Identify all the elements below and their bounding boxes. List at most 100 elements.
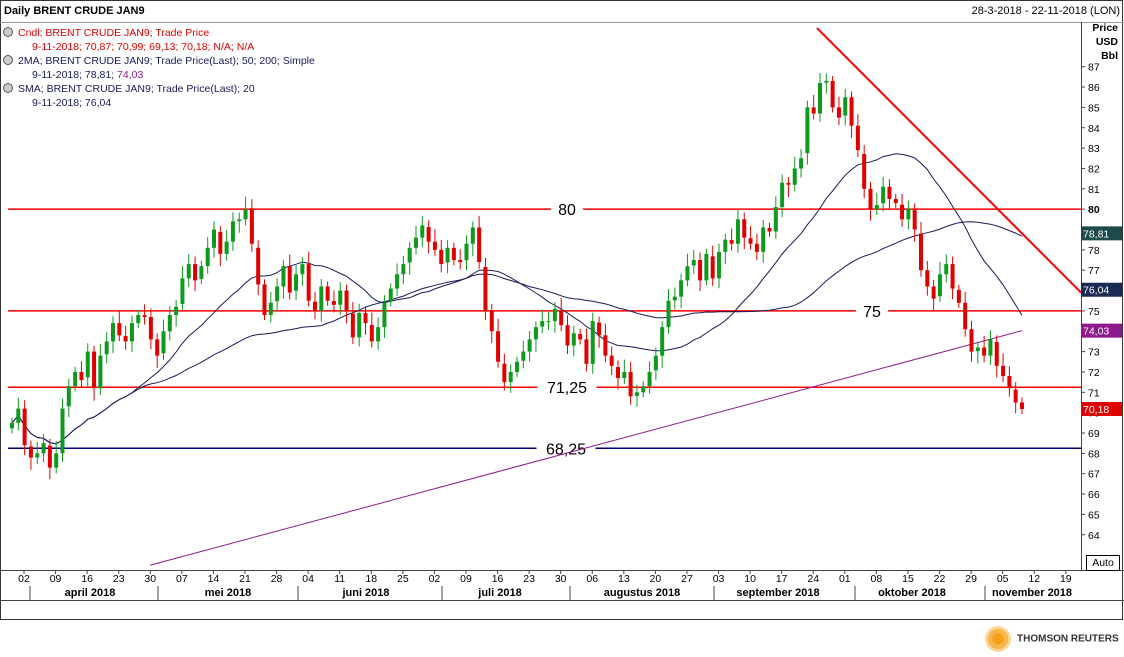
- candle-body: [167, 314, 172, 332]
- candle-body: [893, 198, 898, 204]
- candle-body: [622, 371, 627, 379]
- candle-body: [117, 323, 122, 336]
- candle-body: [155, 339, 160, 356]
- ma200-line: [149, 330, 1023, 566]
- date-range: 28-3-2018 - 22-11-2018 (LON): [971, 5, 1120, 17]
- candle-body: [1001, 365, 1006, 377]
- candle-body: [811, 107, 816, 114]
- x-tick-label: 07: [176, 573, 188, 585]
- ma50-line: [11, 221, 1023, 445]
- x-tick-label: 17: [776, 573, 788, 585]
- month-label: augustus 2018: [604, 587, 680, 599]
- legend: Cndl; BRENT CRUDE JAN9; Trade Price 9-11…: [3, 26, 315, 110]
- x-tick-label: 25: [397, 573, 409, 585]
- candle-body: [496, 331, 501, 362]
- candle-body: [92, 351, 97, 389]
- level-label-bg: [856, 300, 888, 321]
- x-tick-label: 30: [144, 573, 156, 585]
- candle-body: [174, 306, 179, 315]
- candle-body: [79, 371, 84, 381]
- candle-body: [180, 278, 185, 304]
- candle-body: [647, 371, 652, 387]
- candle-body: [792, 168, 797, 185]
- candle-body: [729, 240, 734, 244]
- candle-body: [691, 260, 696, 266]
- candle-body: [805, 107, 810, 154]
- value-tag-label: 76,04: [1083, 285, 1109, 297]
- reuters-logo-icon: [985, 626, 1011, 652]
- value-tag-bg: [1081, 401, 1122, 416]
- candle-body: [565, 325, 570, 346]
- candle-body: [849, 97, 854, 126]
- legend-2ma-line2a: 9-11-2018; 78,81;: [32, 69, 118, 81]
- candle-body: [597, 322, 602, 336]
- auto-scale-button[interactable]: Auto: [1086, 555, 1120, 571]
- candle-body: [603, 335, 608, 356]
- candle-body: [136, 314, 141, 324]
- candle-body: [975, 347, 980, 352]
- candle-body: [73, 371, 78, 387]
- candle-body: [824, 80, 829, 83]
- y-tick-label: 81: [1088, 184, 1100, 196]
- candle-body: [256, 247, 261, 285]
- candle-body: [799, 158, 804, 169]
- candle-body: [609, 355, 614, 366]
- legend-candle-icon[interactable]: [3, 27, 13, 37]
- candle-body: [533, 327, 538, 340]
- candle-body: [1007, 376, 1012, 389]
- candle-body: [338, 290, 343, 305]
- x-tick-label: 02: [18, 573, 30, 585]
- candle-body: [666, 300, 671, 328]
- candle-body: [28, 446, 33, 458]
- candle-body: [287, 266, 292, 293]
- candle-body: [142, 315, 147, 318]
- month-label: juni 2018: [341, 587, 389, 599]
- candle-body: [994, 342, 999, 366]
- candle-body: [230, 221, 235, 242]
- candle-body: [325, 286, 330, 301]
- month-label: september 2018: [736, 587, 819, 599]
- legend-2ma[interactable]: 2MA; BRENT CRUDE JAN9; Trade Price(Last)…: [3, 54, 315, 82]
- candle-body: [754, 243, 759, 252]
- candle-body: [439, 249, 444, 265]
- legend-sma-icon[interactable]: [3, 83, 13, 93]
- legend-2ma-icon[interactable]: [3, 55, 13, 65]
- candle-body: [628, 371, 633, 397]
- candle-body: [698, 260, 703, 281]
- level-label: 80: [558, 202, 576, 219]
- legend-sma-line1: SMA; BRENT CRUDE JAN9; Trade Price(Last)…: [18, 83, 255, 95]
- candle-body: [950, 264, 955, 289]
- candle-body: [357, 312, 362, 338]
- x-tick-label: 05: [997, 573, 1009, 585]
- candle-body: [552, 308, 557, 322]
- y-tick-label: 78: [1088, 245, 1100, 257]
- candle-body: [249, 209, 254, 244]
- x-tick-label: 28: [271, 573, 283, 585]
- x-tick-label: 16: [81, 573, 93, 585]
- legend-sma[interactable]: SMA; BRENT CRUDE JAN9; Trade Price(Last)…: [3, 82, 315, 110]
- candle-body: [205, 247, 210, 267]
- candle-body: [521, 351, 526, 361]
- candle-body: [300, 264, 305, 275]
- legend-2ma-line1: 2MA; BRENT CRUDE JAN9; Trade Price(Last)…: [18, 55, 315, 67]
- candle-body: [925, 270, 930, 287]
- candle-body: [786, 182, 791, 185]
- y-tick-label: 68: [1088, 448, 1100, 460]
- candle-body: [401, 264, 406, 275]
- candle-body: [836, 107, 841, 118]
- x-tick-label: 20: [650, 573, 662, 585]
- candle-body: [313, 301, 317, 311]
- candle-body: [843, 97, 848, 116]
- y-tick-label: 65: [1088, 509, 1100, 521]
- y-tick-label: 67: [1088, 469, 1100, 481]
- legend-candle[interactable]: Cndl; BRENT CRUDE JAN9; Trade Price 9-11…: [3, 26, 315, 54]
- candle-body: [584, 339, 589, 364]
- candle-body: [546, 321, 551, 323]
- value-tag-label: 70,18: [1083, 404, 1109, 416]
- candle-body: [735, 219, 740, 244]
- candle-body: [60, 408, 65, 454]
- candle-body: [571, 333, 576, 346]
- candle-body: [237, 219, 242, 222]
- month-label: mei 2018: [205, 587, 251, 599]
